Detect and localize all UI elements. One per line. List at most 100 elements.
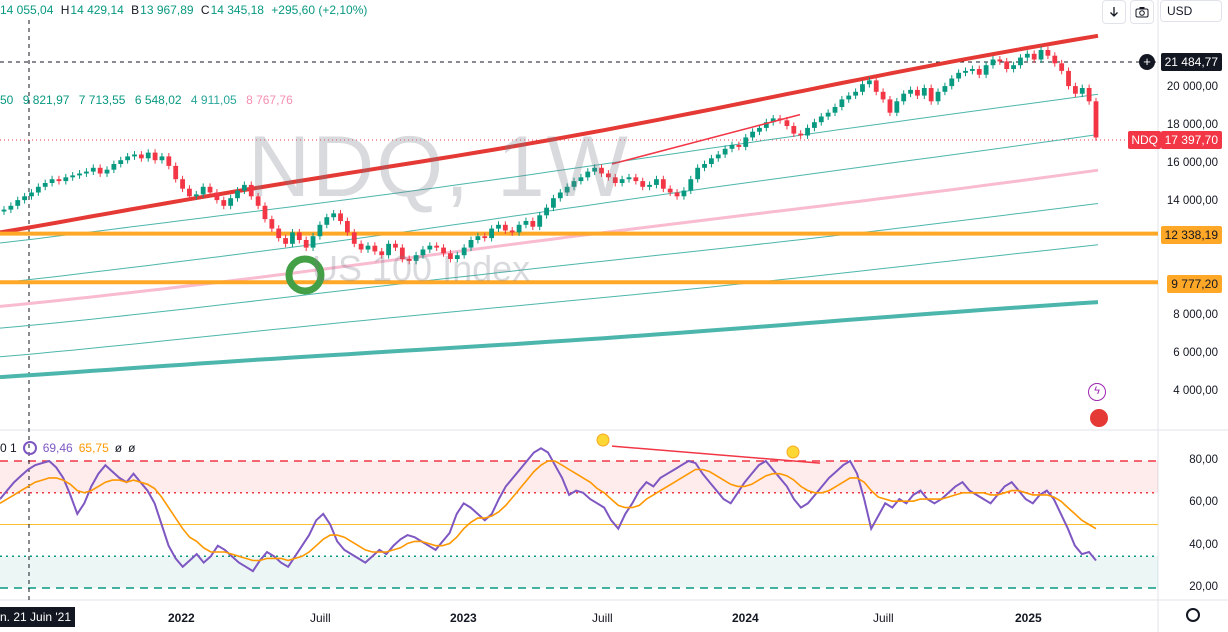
price-tick-label: 18 000,00 (1166, 119, 1218, 131)
candle-body (1031, 53, 1037, 60)
x-label-2025: 2025 (1015, 611, 1042, 625)
candle-body (537, 215, 543, 227)
candle-body (743, 137, 749, 147)
candle-body (1059, 63, 1065, 71)
candle-body (49, 179, 55, 183)
candle-body (770, 118, 776, 123)
candle-body (969, 69, 975, 71)
candle-body (935, 91, 941, 102)
candle-body (702, 164, 707, 168)
rsi-tick-label: 40,00 (1189, 538, 1218, 551)
arrow-down-icon[interactable] (1102, 0, 1126, 24)
candle-body (750, 131, 756, 138)
add-alert-icon[interactable]: + (1139, 54, 1155, 70)
candle-body (173, 165, 179, 180)
moving-average-line-5 (0, 203, 1099, 329)
candle-body (283, 238, 288, 244)
candle-body (571, 181, 577, 187)
ma-value-2: 7 713,55 (78, 93, 126, 107)
candle-body (63, 177, 69, 182)
x-label-2023: 2023 (450, 611, 477, 625)
candle-body (894, 101, 900, 113)
candle-body (564, 186, 570, 193)
price-tick-label: 6 000,00 (1173, 347, 1218, 359)
rsi-extra-1: ø (114, 441, 123, 455)
rsi-series-line (0, 447, 1097, 573)
candle-body (818, 116, 824, 123)
moving-average-line-7 (0, 300, 1099, 380)
candle-body (853, 91, 859, 96)
candle-body (303, 240, 309, 248)
candle-body (77, 173, 82, 176)
candle-body (35, 186, 41, 193)
candle-body (461, 247, 467, 256)
moving-average-line-2 (0, 93, 1099, 244)
candle-body (599, 167, 604, 174)
moving-average-line-6 (0, 244, 1099, 358)
symbol-watermark: NDQ, 1W (248, 119, 630, 215)
candle-body (928, 88, 934, 102)
candle-body (152, 152, 158, 161)
candle-body (180, 179, 185, 189)
candle-body (111, 164, 117, 170)
support-level-2: 9 777,20 (1171, 277, 1218, 291)
currency-select[interactable]: USD (1160, 0, 1222, 22)
candle-body (647, 184, 652, 187)
candle-body (475, 236, 481, 240)
rsi-series-ma (0, 460, 1097, 562)
candle-body (873, 80, 879, 92)
candle-body (145, 152, 151, 159)
last-price: 17 397,70 (1164, 133, 1218, 147)
candle-body (626, 177, 632, 180)
lightning-event-icon[interactable]: ϟ (1088, 383, 1106, 401)
price-tick-label: 14 000,00 (1166, 195, 1218, 207)
moving-average-line-1 (0, 33, 1099, 235)
candle-body (633, 177, 639, 182)
ma-value-5: 8 767,76 (246, 93, 293, 107)
price-tick-label: 20 000,00 (1166, 81, 1218, 93)
candle-body (228, 198, 234, 206)
candle-body (386, 243, 392, 256)
candle-body (688, 179, 694, 191)
candle-body (331, 213, 337, 218)
candle-body (949, 78, 955, 87)
candle-body (866, 80, 872, 85)
candle-body (791, 126, 797, 134)
rsi-settings-icon[interactable] (22, 441, 37, 455)
support-level-1: 12 338,19 (1164, 228, 1218, 242)
candle-body (585, 171, 591, 178)
moving-average-line-4 (0, 168, 1099, 308)
rsi-tick-label: 80,00 (1189, 454, 1218, 466)
x-label-juill-2022: Juill (310, 611, 331, 625)
candle-body (42, 183, 48, 187)
ohlc-low-label: B (131, 3, 140, 17)
rsi-oversold-band (0, 556, 1158, 588)
candle-body (22, 196, 28, 201)
candle-body (344, 221, 350, 233)
camera-icon[interactable] (1130, 0, 1154, 24)
candle-body (413, 255, 419, 261)
candle-body (578, 177, 584, 182)
candle-body (310, 236, 316, 248)
rsi-prefix: 0 1 (0, 441, 17, 455)
candle-body (997, 59, 1003, 62)
moving-average-legend: 50 9 821,97 7 713,55 6 548,02 4 911,05 8… (0, 93, 299, 107)
candle-body (482, 236, 488, 239)
price-tick-label: 8 000,00 (1173, 309, 1218, 321)
settings-gear-icon[interactable] (1186, 608, 1200, 622)
candle-body (248, 184, 254, 197)
us-flag-event-icon[interactable] (1088, 407, 1110, 429)
candle-body (56, 179, 62, 182)
candle-body (963, 70, 968, 73)
name-watermark: US 100 Index (312, 248, 531, 289)
ohlc-open: 14 055,04 (0, 3, 54, 17)
candle-body (695, 167, 701, 180)
symbol-tag: NDQ (1128, 131, 1161, 149)
candle-body (324, 217, 330, 225)
candle-body (674, 192, 680, 197)
crosshair-date-label: n. 21 Juin '21 (0, 607, 76, 627)
candle-body (551, 198, 556, 208)
candle-body (523, 221, 529, 225)
candle-body (379, 251, 385, 256)
